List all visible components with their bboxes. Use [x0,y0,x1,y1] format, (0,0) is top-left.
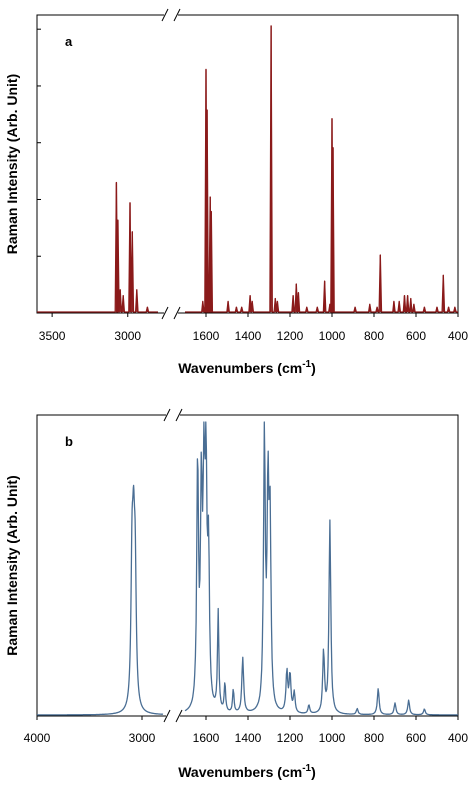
axis-break-gap-top [164,9,178,21]
x-tick-label: 400 [448,731,468,745]
axis-break-slash [161,306,169,320]
x-tick-label: 800 [364,329,384,343]
axis-break-slash [163,709,171,723]
x-tick-label: 600 [406,329,426,343]
axis-break-gap-bottom [166,710,180,722]
x-tick-label: 800 [364,731,384,745]
axis-break-gap-top [166,409,180,421]
x-tick-label: 1400 [235,329,262,343]
axis-break-slash [173,306,181,320]
x-axis-title-main: Wavenumbers (cm [178,360,302,376]
x-axis-title-close: ) [311,764,316,780]
panel-letter: a [65,34,73,49]
x-tick-label: 3500 [39,329,66,343]
x-tick-label: 1000 [319,329,346,343]
plot-frame [36,14,459,314]
x-tick-label: 1400 [235,731,262,745]
axis-break-gap-bottom [164,307,178,319]
x-axis-title-close: ) [311,360,316,376]
x-axis-title-main: Wavenumbers (cm [178,764,302,780]
x-axis-title-sup: -1 [302,763,311,774]
axis-break-slash [173,8,181,22]
axis-break-slash [163,408,171,422]
panel-b: 4000 3000 1600 1400 1200 1000 800 600 400 b Wavenu… [4,408,468,780]
x-axis-title: Wavenumbers (cm-1) [178,763,316,780]
x-tick-label: 400 [448,329,468,343]
x-tick-label: 1200 [277,731,304,745]
x-tick-label: 3000 [114,329,141,343]
spectrum-line [36,421,459,716]
x-axis-title: Wavenumbers (cm-1) [178,359,316,376]
axis-break-slash [175,709,183,723]
y-axis-title: Raman Intensity (Arb. Unit) [4,74,20,254]
spectrum-line [37,25,458,313]
x-tick-label: 1200 [277,329,304,343]
axis-break-slash [161,8,169,22]
x-tick-label: 600 [406,731,426,745]
x-axis-title-sup: -1 [302,359,311,370]
x-tick-label: 4000 [24,731,51,745]
panel-a: 3500 3000 1600 1400 1200 1000 800 600 400 a Wavenu… [4,8,468,376]
panel-letter: b [65,434,73,449]
x-tick-label: 1000 [319,731,346,745]
y-axis-title: Raman Intensity (Arb. Unit) [4,475,20,655]
x-tick-label: 1600 [193,329,220,343]
plot-frame [36,414,459,717]
axis-break-slash [175,408,183,422]
x-tick-label: 3000 [129,731,156,745]
x-tick-label: 1600 [193,731,220,745]
